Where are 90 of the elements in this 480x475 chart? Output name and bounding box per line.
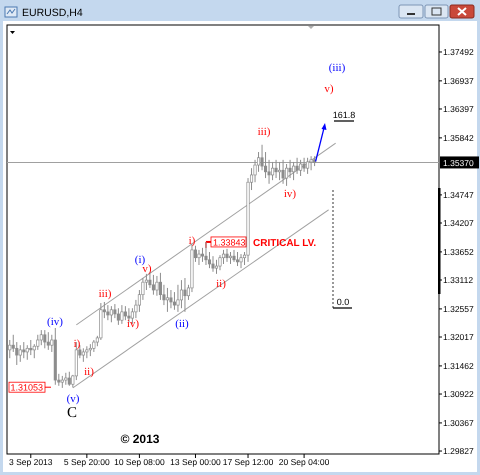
y-tick-label: 1.33112 [443, 275, 474, 286]
annotation: C [66, 405, 78, 421]
candlestick [282, 159, 285, 184]
candlestick [278, 161, 282, 181]
x-tick-label: 13 Sep 00:00 [170, 457, 222, 467]
candlestick [166, 287, 169, 312]
candlestick [18, 344, 22, 362]
candlestick [228, 251, 232, 264]
y-tick-label: 1.34207 [443, 218, 474, 228]
candlestick [176, 284, 180, 312]
x-tick-label: 5 Sep 20:00 [64, 457, 110, 467]
y-tick-label: 1.30922 [443, 389, 474, 400]
candlestick [285, 164, 288, 186]
candlestick [172, 292, 176, 310]
candlestick [271, 161, 274, 181]
candlestick [296, 157, 299, 174]
y-tick-label: 1.37492 [443, 46, 474, 57]
annotation: i) [74, 338, 81, 350]
candlestick [82, 348, 85, 362]
candlestick [310, 156, 313, 171]
y-tick-label: 1.29827 [443, 446, 474, 456]
annotation: (iii) [328, 62, 346, 74]
candlestick [22, 342, 26, 359]
candlestick [169, 290, 172, 309]
candlestick [68, 371, 71, 386]
candlestick [236, 251, 240, 267]
annotation: v) [142, 263, 152, 275]
candlestick [302, 157, 306, 172]
y-tick-label: 1.36397 [443, 104, 474, 114]
annotation: iii) [258, 126, 271, 138]
y-tick-label: 1.33652 [443, 246, 474, 257]
x-tick-label: 10 Sep 08:00 [114, 457, 165, 467]
candlestick [214, 259, 218, 274]
annotation: 161.8 [332, 110, 356, 120]
annotation: (iv) [47, 316, 64, 328]
annotation: iv) [126, 318, 140, 330]
candlestick [274, 159, 278, 179]
y-tick-label: 1.35842 [443, 132, 474, 143]
candlestick [152, 274, 155, 296]
y-tick-label: 1.36937 [443, 76, 474, 86]
annotation: (ii) [175, 318, 190, 330]
ref-line-label: 1.33843 [213, 237, 246, 248]
candlestick [116, 308, 120, 326]
chart-title: EURUSD,H4 [22, 7, 83, 19]
candlestick [124, 306, 127, 321]
annotation: v) [324, 83, 334, 95]
candlestick [232, 249, 236, 262]
candlestick [306, 157, 310, 174]
y-tick-label: 1.34747 [443, 190, 474, 200]
annotation: iii) [98, 288, 112, 300]
candlestick [46, 332, 50, 350]
y-tick-label: 1.31462 [443, 360, 474, 371]
annotation: (i) [134, 254, 146, 266]
candlestick [106, 304, 110, 321]
candlestick [88, 344, 92, 357]
candlestick [29, 339, 32, 356]
annotation: CRITICAL LV. [253, 238, 316, 249]
y-tick-label: 1.32017 [443, 332, 474, 342]
candlestick [85, 346, 88, 359]
candlestick [60, 375, 64, 388]
annotation: (v) [66, 393, 80, 405]
y-tick-label: 1.30367 [443, 418, 474, 428]
x-tick-label: 3 Sep 2013 [9, 457, 53, 467]
annotation: iv) [284, 188, 296, 200]
y-tick-label: 1.32557 [443, 304, 474, 314]
annotation: i) [188, 235, 196, 247]
annotation: 0.0 [336, 297, 350, 307]
candlestick [120, 304, 124, 324]
annotation: ii) [216, 278, 226, 290]
candlestick [211, 256, 215, 272]
candlestick [64, 372, 68, 386]
candlestick [299, 159, 302, 176]
candlestick [239, 254, 243, 269]
annotation: © 2013 [120, 432, 160, 446]
ref-line-label: 1.35370 [443, 158, 474, 168]
candlestick [92, 339, 96, 352]
x-tick-label: 17 Sep 12:00 [222, 457, 274, 467]
candlestick [40, 330, 43, 346]
x-tick-label: 20 Sep 04:00 [278, 457, 330, 467]
candlestick [288, 159, 292, 179]
annotation: ii) [84, 366, 94, 378]
candlestick [183, 278, 187, 312]
candlestick [225, 248, 229, 262]
candlestick [197, 249, 201, 266]
candlestick [110, 306, 113, 323]
ref-line-label: 1.31053 [10, 382, 44, 393]
candlestick [155, 275, 158, 296]
candlestick [292, 161, 296, 181]
candlestick [43, 330, 46, 349]
candlestick [180, 280, 183, 309]
